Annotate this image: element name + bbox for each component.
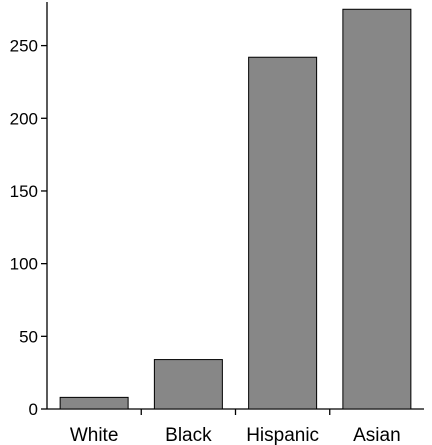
category-labels: White Black Hispanic Asian <box>70 425 401 445</box>
y-tick-label: 0 <box>29 400 38 419</box>
y-axis: 0 50 100 150 200 250 <box>10 2 48 419</box>
x-category-label: Asian <box>353 425 401 445</box>
bar-hispanic <box>248 56 318 410</box>
y-tick-label: 150 <box>10 182 38 201</box>
x-category-label: White <box>70 425 119 445</box>
y-tick-label: 200 <box>10 109 38 128</box>
y-tick-label: 50 <box>19 327 38 346</box>
bars <box>59 8 412 410</box>
bar-black <box>153 359 223 410</box>
x-category-label: Hispanic <box>246 425 319 445</box>
x-axis <box>47 408 424 415</box>
x-category-label: Black <box>165 425 212 445</box>
y-tick-label: 250 <box>10 37 38 56</box>
bar-white <box>59 396 129 410</box>
y-tick-label: 100 <box>10 255 38 274</box>
bar-asian <box>342 8 412 410</box>
